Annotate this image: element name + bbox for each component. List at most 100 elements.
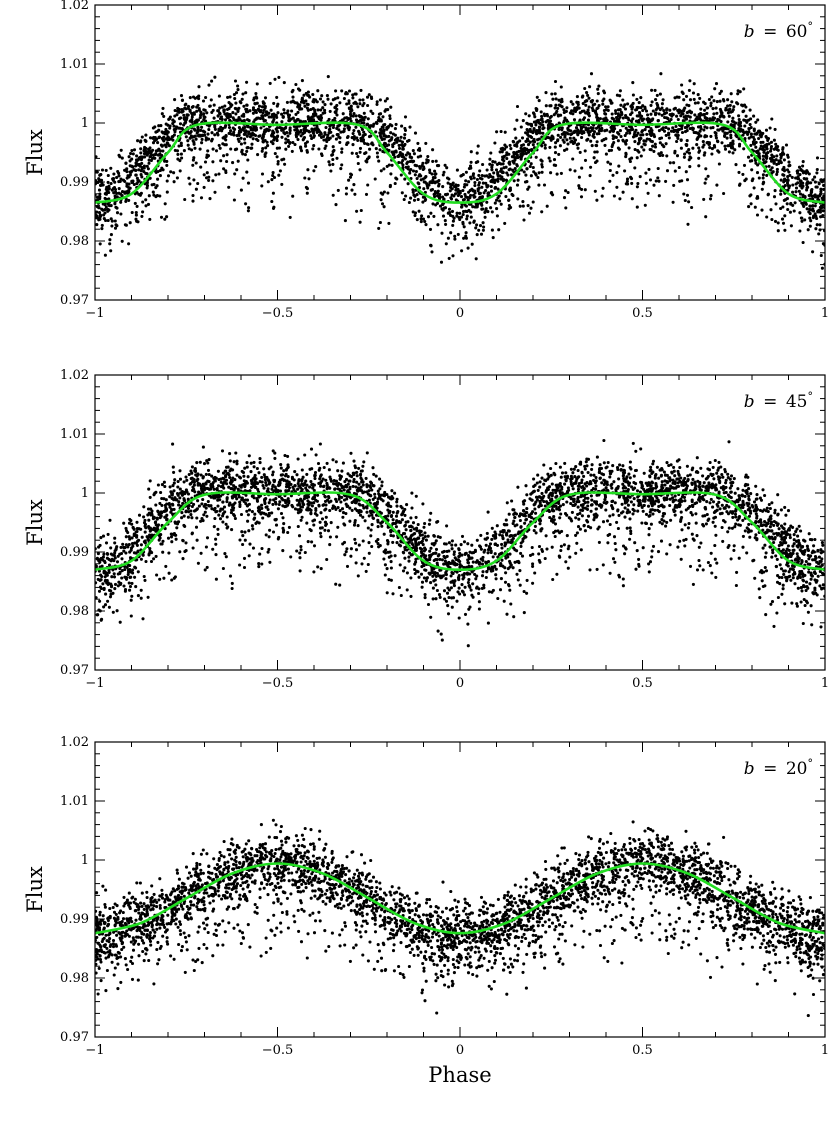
data-point <box>433 176 437 180</box>
data-point <box>531 143 535 147</box>
data-point <box>400 124 404 128</box>
data-point <box>206 149 210 153</box>
data-point <box>502 159 506 163</box>
data-point <box>276 102 280 106</box>
data-point <box>805 181 809 185</box>
data-point <box>601 186 605 190</box>
data-point <box>552 515 556 519</box>
data-point <box>377 226 381 230</box>
data-point <box>258 457 262 461</box>
data-point <box>314 113 318 117</box>
data-point <box>667 463 671 468</box>
data-point <box>475 205 479 209</box>
data-point <box>351 131 355 136</box>
data-point <box>712 477 716 481</box>
data-point <box>123 223 127 227</box>
data-point <box>360 562 364 566</box>
data-point <box>595 140 599 144</box>
data-point <box>476 160 480 164</box>
data-point <box>737 117 741 122</box>
data-point <box>193 490 197 494</box>
data-point <box>229 132 233 136</box>
data-point <box>720 111 724 115</box>
data-point <box>562 110 566 115</box>
data-point <box>358 168 362 172</box>
data-point <box>106 552 110 556</box>
data-point <box>233 486 237 490</box>
data-point <box>516 140 520 144</box>
data-point <box>207 175 211 179</box>
data-point <box>413 173 417 177</box>
data-point <box>206 132 210 136</box>
data-point <box>304 91 308 95</box>
data-point <box>416 181 420 185</box>
data-point <box>508 189 512 193</box>
data-point <box>416 522 420 527</box>
data-point <box>230 581 234 585</box>
data-point <box>340 89 344 93</box>
data-point <box>427 183 431 187</box>
data-point <box>312 144 316 148</box>
data-point <box>462 225 466 229</box>
data-point <box>752 114 756 118</box>
data-point <box>309 107 313 112</box>
data-point <box>690 205 694 210</box>
data-point <box>540 170 544 174</box>
data-point <box>801 240 805 245</box>
data-point <box>447 211 451 215</box>
data-point <box>244 110 248 114</box>
data-point <box>714 136 718 140</box>
data-point <box>287 144 291 148</box>
data-point <box>770 600 775 604</box>
data-point <box>695 143 699 147</box>
data-point <box>537 99 541 103</box>
data-point <box>399 173 403 177</box>
data-point <box>412 198 417 202</box>
data-point <box>402 136 407 140</box>
data-point <box>764 128 769 132</box>
data-point <box>280 112 284 116</box>
data-point <box>404 153 408 157</box>
data-point <box>383 142 387 146</box>
data-point <box>163 132 167 136</box>
data-point <box>785 181 790 185</box>
data-point <box>757 152 761 156</box>
data-point <box>588 174 592 178</box>
data-point <box>424 197 428 202</box>
data-point <box>422 180 426 184</box>
data-point <box>223 136 227 140</box>
data-point <box>227 100 231 105</box>
data-point <box>350 151 354 155</box>
data-point <box>813 175 817 179</box>
data-point <box>110 224 114 228</box>
data-point <box>447 177 451 181</box>
data-point <box>624 114 628 118</box>
data-point <box>128 221 132 225</box>
data-point <box>107 563 112 567</box>
data-point <box>271 449 275 453</box>
data-point <box>277 75 281 79</box>
data-point <box>214 173 218 177</box>
data-point <box>198 116 202 120</box>
data-point <box>807 570 811 574</box>
data-point <box>800 201 804 205</box>
data-point <box>822 183 825 187</box>
data-point <box>402 143 406 148</box>
data-point <box>751 140 755 144</box>
data-point <box>330 153 334 157</box>
data-point <box>537 544 542 549</box>
data-point <box>598 117 602 121</box>
data-point <box>612 125 616 129</box>
data-point <box>524 112 528 116</box>
data-point <box>331 157 335 162</box>
data-point <box>536 175 540 180</box>
data-point <box>216 109 220 113</box>
data-point <box>358 220 362 224</box>
data-point <box>571 471 575 475</box>
data-point <box>641 546 645 550</box>
data-point <box>616 146 620 150</box>
data-point <box>319 114 323 118</box>
data-point <box>382 190 386 194</box>
data-point <box>710 152 714 156</box>
data-point <box>483 215 487 219</box>
